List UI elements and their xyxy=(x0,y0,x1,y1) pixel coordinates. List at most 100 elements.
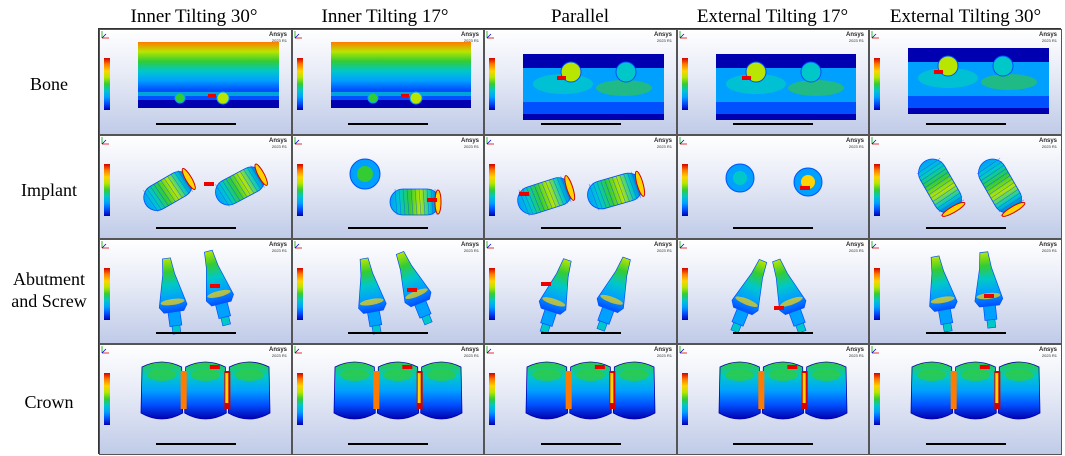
ansys-brand: Ansys xyxy=(653,32,672,38)
coordinate-triad-icon xyxy=(871,31,879,39)
ansys-watermark: Ansys 2023 R1 xyxy=(1039,347,1057,359)
ansys-brand: Ansys xyxy=(268,138,287,144)
scale-bar xyxy=(348,328,428,338)
ansys-watermark: Ansys 2023 R1 xyxy=(846,32,864,44)
ansys-watermark: Ansys 2023 R1 xyxy=(1039,242,1057,254)
stress-color-legend xyxy=(297,373,303,425)
ansys-edition: 2023 R1 xyxy=(848,38,864,43)
ansys-watermark: Ansys 2023 R1 xyxy=(1039,32,1057,44)
stress-color-legend xyxy=(104,373,110,425)
stress-panel-bone-parallel: Ansys 2023 R1 xyxy=(484,29,677,135)
ansys-edition: 2023 R1 xyxy=(656,248,672,253)
stress-color-legend xyxy=(489,58,495,110)
ansys-brand: Ansys xyxy=(1038,347,1057,353)
ansys-watermark: Ansys 2023 R1 xyxy=(846,138,864,150)
coordinate-triad-icon xyxy=(871,137,879,145)
stress-color-legend xyxy=(874,268,880,320)
stress-panel-crown-parallel: Ansys 2023 R1 xyxy=(484,344,677,455)
stress-panel-bone-inner-17: Ansys 2023 R1 xyxy=(292,29,484,135)
column-header-parallel: Parallel xyxy=(550,6,610,27)
row-header-implant: Implant xyxy=(21,180,77,200)
scale-bar xyxy=(348,223,428,233)
stress-panel-crown-inner-30: Ansys 2023 R1 xyxy=(99,344,292,455)
ansys-brand: Ansys xyxy=(460,32,479,38)
coordinate-triad-icon xyxy=(486,31,494,39)
ansys-brand: Ansys xyxy=(845,32,864,38)
ansys-brand: Ansys xyxy=(1038,242,1057,248)
coordinate-triad-icon xyxy=(679,31,687,39)
ansys-watermark: Ansys 2023 R1 xyxy=(654,347,672,359)
ansys-brand: Ansys xyxy=(653,242,672,248)
coordinate-triad-icon xyxy=(294,31,302,39)
ansys-brand: Ansys xyxy=(460,242,479,248)
ansys-edition: 2023 R1 xyxy=(271,144,287,149)
ansys-watermark: Ansys 2023 R1 xyxy=(461,138,479,150)
stress-panel-implant-inner-30: Ansys 2023 R1 xyxy=(99,135,292,239)
ansys-edition: 2023 R1 xyxy=(463,144,479,149)
scale-bar xyxy=(925,439,1006,449)
ansys-edition: 2023 R1 xyxy=(463,38,479,43)
ansys-edition: 2023 R1 xyxy=(463,248,479,253)
stress-color-legend xyxy=(489,373,495,425)
scale-bar xyxy=(540,328,621,338)
coordinate-triad-icon xyxy=(679,346,687,354)
ansys-watermark: Ansys 2023 R1 xyxy=(269,242,287,254)
stress-model-implant xyxy=(916,157,1026,217)
column-header-inner-30: Inner Tilting 30° xyxy=(130,6,258,27)
ansys-edition: 2023 R1 xyxy=(1041,144,1057,149)
stress-color-legend xyxy=(297,164,303,216)
scale-bar xyxy=(155,328,236,338)
scale-bar xyxy=(925,119,1006,129)
ansys-brand: Ansys xyxy=(653,347,672,353)
stress-panel-crown-external-17: Ansys 2023 R1 xyxy=(677,344,869,455)
ansys-watermark: Ansys 2023 R1 xyxy=(654,138,672,150)
ansys-edition: 2023 R1 xyxy=(1041,38,1057,43)
ansys-edition: 2023 R1 xyxy=(271,353,287,358)
coordinate-triad-icon xyxy=(294,137,302,145)
stress-panel-bone-inner-30: Ansys 2023 R1 xyxy=(99,29,292,135)
stress-model-implant xyxy=(143,163,268,212)
coordinate-triad-icon xyxy=(101,31,109,39)
ansys-brand: Ansys xyxy=(845,347,864,353)
stress-panel-implant-inner-17: Ansys 2023 R1 xyxy=(292,135,484,239)
ansys-edition: 2023 R1 xyxy=(848,144,864,149)
ansys-watermark: Ansys 2023 R1 xyxy=(461,32,479,44)
scale-bar xyxy=(540,119,621,129)
ansys-brand: Ansys xyxy=(1038,138,1057,144)
coordinate-triad-icon xyxy=(679,241,687,249)
ansys-watermark: Ansys 2023 R1 xyxy=(654,32,672,44)
ansys-brand: Ansys xyxy=(460,347,479,353)
ansys-watermark: Ansys 2023 R1 xyxy=(846,242,864,254)
stress-color-legend xyxy=(682,164,688,216)
scale-bar xyxy=(733,328,813,338)
ansys-edition: 2023 R1 xyxy=(463,353,479,358)
stress-color-legend xyxy=(874,164,880,216)
stress-panel-implant-external-17: Ansys 2023 R1 xyxy=(677,135,869,239)
ansys-watermark: Ansys 2023 R1 xyxy=(269,138,287,150)
ansys-watermark: Ansys 2023 R1 xyxy=(654,242,672,254)
scale-bar xyxy=(733,439,813,449)
scale-bar xyxy=(733,223,813,233)
stress-color-legend xyxy=(104,268,110,320)
ansys-edition: 2023 R1 xyxy=(656,144,672,149)
scale-bar xyxy=(348,119,428,129)
coordinate-triad-icon xyxy=(486,137,494,145)
stress-color-legend xyxy=(104,58,110,110)
scale-bar xyxy=(733,119,813,129)
stress-model-crown xyxy=(333,361,463,420)
ansys-edition: 2023 R1 xyxy=(848,248,864,253)
ansys-brand: Ansys xyxy=(845,138,864,144)
ansys-watermark: Ansys 2023 R1 xyxy=(461,242,479,254)
scale-bar xyxy=(925,223,1006,233)
row-header-abutment-screw: Abutment and Screw xyxy=(0,268,98,312)
stress-color-legend xyxy=(874,373,880,425)
ansys-edition: 2023 R1 xyxy=(271,38,287,43)
stress-color-legend xyxy=(489,164,495,216)
column-header-external-30: External Tilting 30° xyxy=(889,6,1042,27)
stress-panel-bone-external-17: Ansys 2023 R1 xyxy=(677,29,869,135)
stress-panel-abutment-external-30: Ansys 2023 R1 xyxy=(869,239,1062,344)
scale-bar xyxy=(155,439,236,449)
stress-model-implant xyxy=(725,163,823,197)
stress-model-crown xyxy=(910,361,1041,420)
stress-panel-abutment-external-17: Ansys 2023 R1 xyxy=(677,239,869,344)
